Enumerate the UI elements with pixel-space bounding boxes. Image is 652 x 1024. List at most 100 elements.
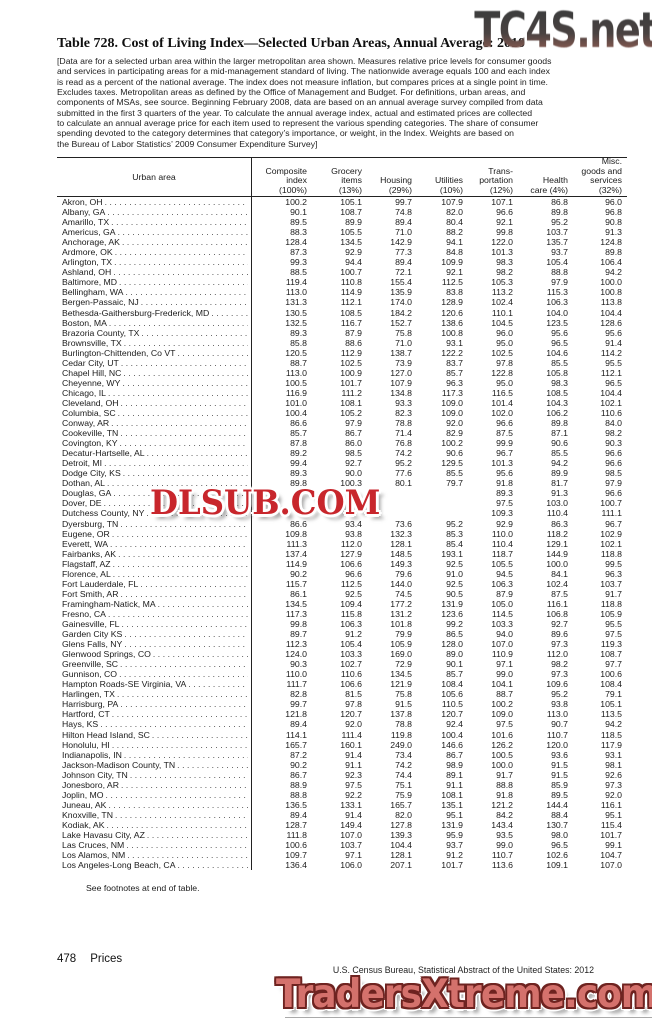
- index-value-misc: 102.9: [600, 528, 622, 539]
- index-value-transportation: 93.5: [496, 829, 513, 840]
- index-value-composite: 128.4: [285, 237, 307, 248]
- dot-leader: ........................................…: [107, 608, 248, 619]
- index-value-grocery: 91.2: [345, 629, 362, 640]
- index-value-transportation: 121.2: [491, 799, 513, 810]
- index-value-misc: 104.4: [600, 387, 622, 398]
- urban-area-name: Fort Lauderdale, FL: [62, 578, 139, 589]
- index-value-grocery: 100.3: [340, 478, 362, 489]
- index-value-housing: 73.4: [395, 749, 412, 760]
- index-value-composite: 136.4: [285, 860, 307, 871]
- index-value-housing: 74.4: [395, 769, 412, 780]
- index-value-utilities: 92.4: [446, 719, 463, 730]
- index-value-transportation: 100.5: [491, 749, 513, 760]
- index-value-grocery: 111.4: [341, 729, 362, 740]
- index-value-health: 97.9: [551, 277, 568, 288]
- index-value-housing: 95.2: [395, 458, 412, 469]
- dot-leader: ........................................…: [120, 428, 248, 439]
- index-value-composite: 111.7: [286, 679, 307, 690]
- urban-area-cell: Florence, AL............................…: [57, 568, 252, 579]
- dot-leader: ........................................…: [177, 347, 248, 358]
- index-value-health: 98.2: [551, 659, 568, 670]
- urban-area-cell: Conway, AR..............................…: [57, 418, 252, 429]
- column-header-transportation: Trans-portation (12%): [463, 165, 513, 196]
- index-value-health: 110.7: [546, 729, 568, 740]
- table-row: Americus, GA............................…: [57, 227, 627, 238]
- table-row: Hays, KS................................…: [57, 719, 627, 730]
- urban-area-cell: Chapel Hill, NC.........................…: [57, 367, 252, 378]
- index-value-misc: 91.4: [605, 337, 622, 348]
- index-value-misc: 96.3: [605, 568, 622, 579]
- index-value-utilities: 100.2: [441, 438, 463, 449]
- index-value-utilities: 122.2: [441, 347, 463, 358]
- urban-area-cell: Las Cruces, NM..........................…: [57, 840, 252, 851]
- index-value-misc: 118.8: [600, 548, 622, 559]
- index-value-housing: 131.2: [390, 608, 412, 619]
- urban-area-cell: Baltimore, MD...........................…: [57, 277, 252, 288]
- index-value-housing: 99.7: [395, 197, 412, 208]
- table-row: Johnson City, TN........................…: [57, 769, 627, 780]
- index-value-utilities: 85.3: [446, 528, 463, 539]
- index-value-health: 93.6: [551, 749, 568, 760]
- index-value-transportation: 95.0: [496, 337, 513, 348]
- index-value-misc: 102.1: [600, 397, 622, 408]
- headnote-line: and services in participating areas for …: [57, 66, 550, 77]
- index-value-housing: 107.9: [390, 377, 412, 388]
- table-row: Arlington, TX...........................…: [57, 257, 627, 268]
- index-value-health: 92.7: [551, 618, 568, 629]
- index-value-transportation: 114.5: [491, 608, 513, 619]
- index-value-health: 85.5: [551, 357, 568, 368]
- table-row: Eugene, OR..............................…: [57, 528, 627, 539]
- dot-leader: ........................................…: [211, 307, 248, 318]
- index-value-composite: 113.0: [285, 287, 307, 298]
- urban-area-name: Dodge City, KS: [62, 468, 121, 479]
- index-value-health: 89.6: [551, 629, 568, 640]
- index-value-grocery: 92.3: [345, 769, 362, 780]
- table-headnote: [Data are for a selected urban area with…: [57, 56, 551, 149]
- index-value-misc: 114.2: [600, 347, 622, 358]
- dot-leader: ........................................…: [120, 699, 248, 710]
- index-value-grocery: 106.6: [340, 558, 362, 569]
- index-value-utilities: 98.9: [446, 759, 463, 770]
- index-value-grocery: 97.9: [345, 418, 362, 429]
- watermark-tradersxtreme: TradersXtreme.com: [276, 972, 652, 1017]
- index-value-health: 81.7: [551, 478, 568, 489]
- index-value-misc: 104.4: [600, 307, 622, 318]
- index-value-utilities: 138.6: [441, 317, 463, 328]
- index-value-misc: 94.2: [605, 719, 622, 730]
- urban-area-name: Johnson City, TN: [62, 769, 128, 780]
- urban-area-name: Burlington-Chittenden, Co VT: [62, 347, 176, 358]
- index-value-composite: 89.3: [290, 468, 307, 479]
- dot-leader: ........................................…: [121, 779, 248, 790]
- table-row: Gunnison, CO............................…: [57, 669, 627, 680]
- index-value-transportation: 96.0: [496, 327, 513, 338]
- index-value-grocery: 97.1: [345, 850, 362, 861]
- index-value-grocery: 110.6: [340, 669, 362, 680]
- index-value-composite: 86.6: [290, 518, 307, 529]
- index-value-misc: 91.3: [605, 227, 622, 238]
- urban-area-name: Decatur-Hartselle, AL: [62, 448, 145, 459]
- urban-area-cell: Indianapolis, IN........................…: [57, 749, 252, 760]
- index-value-composite: 115.7: [285, 578, 307, 589]
- dot-leader: ........................................…: [123, 337, 248, 348]
- table-row: Los Angeles-Long Beach, CA..............…: [57, 860, 627, 871]
- index-value-health: 104.6: [546, 347, 568, 358]
- urban-area-cell: Honolulu, HI............................…: [57, 739, 252, 750]
- index-value-transportation: 103.3: [491, 618, 513, 629]
- urban-area-name: Hilton Head Island, SC: [62, 729, 150, 740]
- index-value-utilities: 95.2: [446, 518, 463, 529]
- index-value-health: 97.3: [551, 669, 568, 680]
- urban-area-name: Hartford, CT: [62, 709, 110, 720]
- index-value-misc: 96.6: [605, 448, 622, 459]
- index-value-transportation: 143.4: [491, 819, 513, 830]
- dot-leader: ........................................…: [119, 438, 248, 449]
- index-value-misc: 94.2: [605, 267, 622, 278]
- index-value-grocery: 160.1: [340, 739, 362, 750]
- index-value-transportation: 100.0: [491, 759, 513, 770]
- table-row: Dover, DE...............................…: [57, 498, 627, 509]
- column-header-line: Trans-: [488, 165, 513, 176]
- index-value-health: 91.5: [551, 759, 568, 770]
- index-value-composite: 86.1: [290, 588, 307, 599]
- index-value-health: 144.4: [546, 799, 568, 810]
- index-value-transportation: 96.6: [496, 207, 513, 218]
- index-value-grocery: 100.9: [340, 367, 362, 378]
